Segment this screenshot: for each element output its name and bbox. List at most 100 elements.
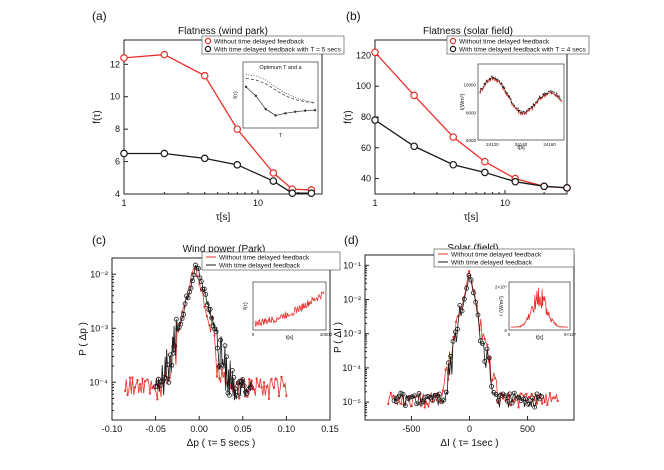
data-point <box>176 322 179 325</box>
data-point <box>201 286 207 292</box>
data-point <box>270 378 273 381</box>
data-point <box>195 266 201 271</box>
panel-label: (d) <box>344 233 359 247</box>
y-tick-label: 40 <box>361 174 371 184</box>
data-point <box>409 394 415 400</box>
inset: t[s] f(τ) 0 10000 <box>243 281 333 341</box>
data-point <box>439 400 442 403</box>
data-point <box>534 391 540 397</box>
inset-y-tick-label: 6000 <box>466 138 477 143</box>
data-point <box>441 397 447 403</box>
data-point <box>224 354 229 360</box>
y-tick-label: 100 <box>356 81 371 91</box>
data-point <box>543 401 546 404</box>
x-axis-label: τ[s] <box>464 212 479 223</box>
data-point <box>168 377 171 380</box>
data-point <box>129 376 132 379</box>
data-point <box>148 392 151 395</box>
data-point <box>540 182 548 191</box>
data-point <box>213 334 216 337</box>
x-axis-label: τ[s] <box>216 212 231 223</box>
data-point <box>468 277 474 283</box>
data-point <box>511 177 520 186</box>
data-point <box>165 362 170 367</box>
x-tick-label: 0.15 <box>321 424 339 434</box>
inset-y-label: f(τ) <box>233 91 239 99</box>
panel-label: (c) <box>92 233 106 247</box>
data-point <box>175 326 181 332</box>
x-tick-label: 1 <box>121 198 126 208</box>
data-point <box>462 296 465 299</box>
data-point <box>400 391 406 397</box>
inset: Optimum T and a Tf(τ) <box>233 61 319 139</box>
y-tick-label: 80 <box>361 112 371 122</box>
y-tick-label: 10⁻¹ <box>343 260 361 270</box>
x-tick-label: 500 <box>520 424 535 434</box>
data-point <box>172 343 178 349</box>
data-point <box>307 189 316 197</box>
inset-data-point <box>254 94 258 98</box>
data-point <box>126 393 129 396</box>
y-tick-label: 10⁻⁴ <box>89 377 108 387</box>
data-point <box>471 290 476 296</box>
data-point <box>430 398 435 403</box>
data-point <box>415 395 418 398</box>
y-axis-label: f(τ) <box>343 110 354 123</box>
data-point <box>486 355 492 361</box>
data-point <box>181 311 184 314</box>
data-point <box>156 398 159 401</box>
chart-title: Wind power (Park) <box>183 244 266 255</box>
data-point <box>448 354 454 359</box>
chart-title: Flatness (wind park) <box>178 26 268 37</box>
data-point <box>243 389 249 395</box>
data-point <box>191 272 197 278</box>
inset-title: Optimum T and a <box>259 65 302 71</box>
data-point <box>215 375 218 378</box>
data-point <box>551 397 554 400</box>
data-point <box>514 395 519 401</box>
data-point <box>146 378 149 381</box>
inset-data-point <box>303 109 307 112</box>
data-point <box>218 377 221 380</box>
y-tick-label: 6 <box>115 157 120 167</box>
legend-entry: Without time delayed feedback <box>459 39 550 46</box>
panel-d: (d) Solar (field) -500 0 500 10⁻¹ 10⁻² 10⁻³ 10⁻⁴… <box>333 233 576 449</box>
inset-series-line <box>245 78 316 104</box>
inset-y-tick-label: 8000 <box>466 110 477 115</box>
legend-entry: Without time delayed feedback <box>219 255 310 262</box>
inset-series-line <box>245 86 316 116</box>
data-point <box>475 304 478 307</box>
chart-title: Flatness (solar field) <box>423 26 513 37</box>
data-point <box>269 177 278 185</box>
data-point <box>495 397 501 403</box>
legend-marker <box>204 45 212 53</box>
data-point <box>232 386 238 392</box>
y-tick-label: 120 <box>356 50 371 60</box>
legend-box <box>201 251 341 271</box>
inset-x-label: t[s] <box>517 145 525 151</box>
inset-data-point <box>244 85 248 89</box>
legend-box <box>201 35 345 55</box>
data-point <box>250 379 253 382</box>
legend-entry: With time delayed feedback with T = 5 se… <box>214 47 341 54</box>
data-point <box>222 343 228 349</box>
data-point <box>213 329 219 335</box>
y-tick-label: 10⁻⁴ <box>342 363 361 373</box>
legend-marker <box>449 45 457 53</box>
data-point <box>389 391 392 394</box>
data-point <box>546 403 549 406</box>
data-point <box>538 393 541 396</box>
data-point <box>421 399 426 405</box>
data-point <box>449 133 458 141</box>
data-point <box>134 386 137 389</box>
data-point <box>465 284 468 287</box>
data-point <box>196 275 199 278</box>
data-point <box>431 400 434 403</box>
data-point <box>258 385 261 388</box>
data-point <box>530 395 535 401</box>
inset-x-tick-label: 5×10⁴ <box>564 332 576 337</box>
data-point <box>530 392 533 395</box>
data-point <box>265 385 268 388</box>
data-point <box>512 399 515 402</box>
